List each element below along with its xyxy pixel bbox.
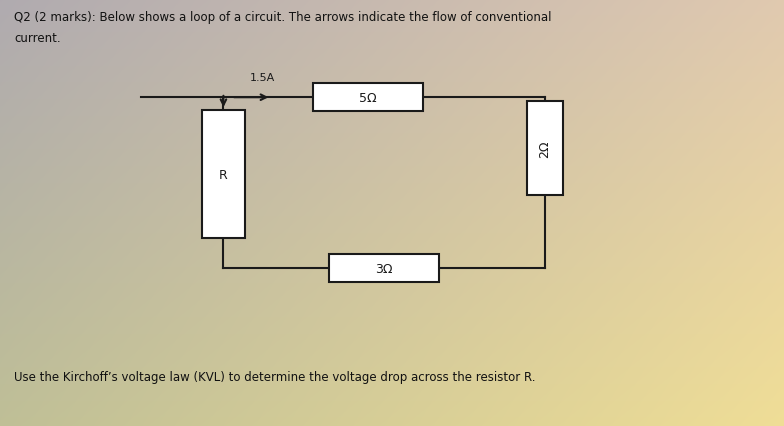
Text: Q2 (2 marks): Below shows a loop of a circuit. The arrows indicate the flow of c: Q2 (2 marks): Below shows a loop of a ci… [14,11,552,23]
Text: current.: current. [14,32,60,45]
Bar [313,84,423,112]
Text: 3Ω: 3Ω [376,262,393,275]
Bar [527,102,562,196]
Bar [201,111,245,239]
Text: 1.5A: 1.5A [250,73,275,83]
Text: 5Ω: 5Ω [359,92,377,104]
Bar [329,254,439,282]
Text: Use the Kirchoff’s voltage law (KVL) to determine the voltage drop across the re: Use the Kirchoff’s voltage law (KVL) to … [14,371,535,383]
Text: R: R [219,168,228,181]
Text: 2Ω: 2Ω [539,141,551,158]
